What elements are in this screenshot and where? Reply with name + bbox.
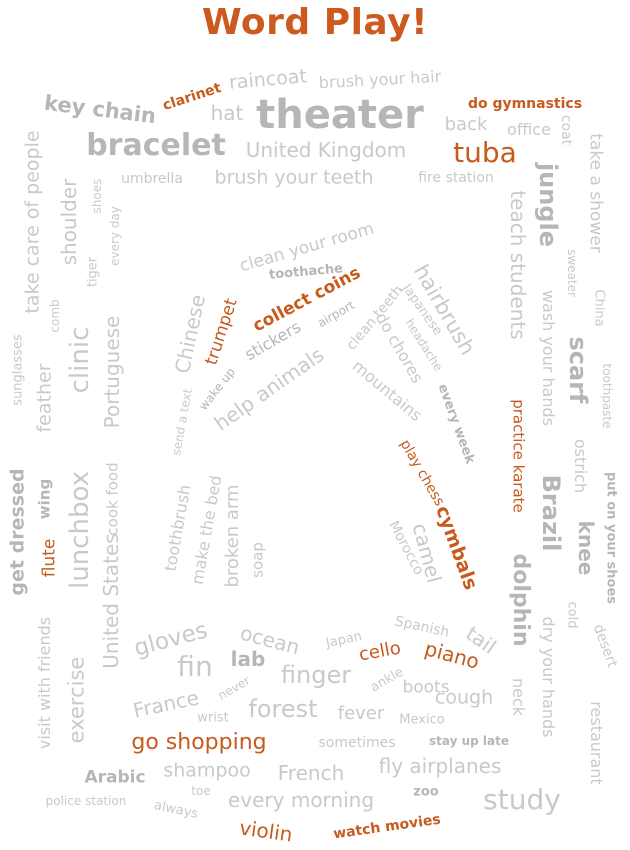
word-item: hat [210, 101, 244, 125]
word-item: shampoo [163, 759, 251, 782]
word-item: police station [45, 794, 127, 808]
word-item: put on your shoes [603, 471, 619, 605]
word-item: shoulder [57, 178, 81, 266]
word-item: toe [191, 784, 211, 798]
word-item: desert [589, 622, 621, 670]
word-item: take a shower [585, 133, 606, 253]
word-item: send a text [169, 387, 195, 457]
word-item: Chinese [169, 292, 211, 376]
word-item: fever [337, 703, 385, 724]
word-item: office [507, 120, 551, 139]
word-item: raincoat [228, 65, 308, 94]
word-item: every day [108, 206, 122, 266]
word-item: scarf [564, 336, 592, 404]
word-item: get dressed [6, 468, 29, 596]
word-item: United Kingdom [245, 138, 407, 162]
word-item: dry your hands [539, 616, 558, 738]
word-item: wash your hands [539, 289, 558, 427]
word-item: Spanish [393, 613, 451, 641]
word-item: ostrich [571, 438, 590, 494]
word-item: key chain [42, 90, 158, 129]
word-item: airport [315, 297, 357, 331]
word-item: jungle [534, 162, 562, 248]
word-item: shoes [90, 178, 104, 214]
word-item: bracelet [86, 128, 226, 163]
word-item: watch movies [332, 811, 442, 843]
word-item: China [591, 289, 607, 327]
word-item: theater [256, 92, 424, 138]
word-item: fly airplanes [378, 754, 502, 778]
page-title: Word Play! [201, 2, 428, 43]
word-item: stay up late [428, 734, 510, 748]
word-item: brush your hair [318, 66, 442, 93]
word-item: toothbrush [160, 483, 195, 573]
word-item: coat [558, 114, 574, 146]
word-item: finger [280, 661, 352, 689]
word-item: play chess [396, 437, 448, 509]
word-item: lunchbox [65, 471, 95, 589]
word-item: violin [237, 815, 295, 847]
word-item: soap [248, 542, 267, 578]
word-item: dolphin [508, 553, 533, 647]
word-item: every morning [227, 788, 375, 812]
word-item: study [483, 783, 561, 816]
word-item: French [277, 761, 345, 785]
word-item: fire station [418, 170, 494, 186]
word-item: never [215, 673, 253, 703]
word-item: help animals [209, 342, 329, 436]
word-item: sometimes [318, 735, 396, 751]
word-item: wing [35, 478, 54, 520]
word-item: go shopping [131, 730, 267, 755]
word-item: neck [509, 677, 528, 717]
word-item: toothpaste [600, 363, 614, 429]
word-item: back [444, 114, 488, 135]
word-item: visit with friends [35, 616, 54, 750]
word-item: brush your teeth [214, 166, 374, 189]
word-item: comb [48, 299, 62, 333]
word-item: practice karate [509, 399, 528, 513]
word-item: take care of people [21, 130, 44, 314]
word-item: sweater [565, 249, 579, 297]
word-item: clinic [65, 326, 95, 394]
word-item: restaurant [587, 701, 606, 785]
word-item: Portuguese [100, 315, 124, 429]
word-item: boots [402, 677, 450, 698]
word-item: feather [33, 363, 56, 433]
word-item: wrist [197, 710, 229, 726]
word-item: United States [99, 533, 123, 669]
word-item: sunglasses [10, 334, 26, 406]
word-item: knee [574, 520, 598, 576]
word-item: forest [248, 695, 318, 723]
word-item: every week [434, 382, 478, 466]
word-item: Arabic [84, 767, 146, 788]
word-item: do gymnastics [467, 96, 583, 112]
word-item: ankle [367, 664, 407, 696]
word-item: tiger [85, 256, 101, 288]
word-item: umbrella [121, 171, 183, 187]
word-item: cello [357, 637, 403, 666]
word-item: fin [177, 650, 213, 683]
word-item: Mexico [399, 712, 445, 728]
word-item: cook food [103, 462, 122, 536]
word-item: tuba [453, 136, 517, 169]
word-item: France [130, 685, 202, 723]
word-item: exercise [64, 656, 89, 744]
word-item: zoo [413, 784, 439, 800]
word-item: cold [564, 601, 580, 629]
word-item: cough [434, 686, 494, 709]
word-item: lab [230, 647, 266, 671]
word-item: teach students [506, 190, 530, 340]
word-item: broken arm [222, 484, 243, 588]
word-item: always [152, 798, 200, 822]
word-item: make the bed [187, 473, 226, 586]
word-item: flute [39, 538, 60, 578]
word-item: trumpet [201, 295, 242, 368]
word-item: Brazil [537, 474, 565, 552]
